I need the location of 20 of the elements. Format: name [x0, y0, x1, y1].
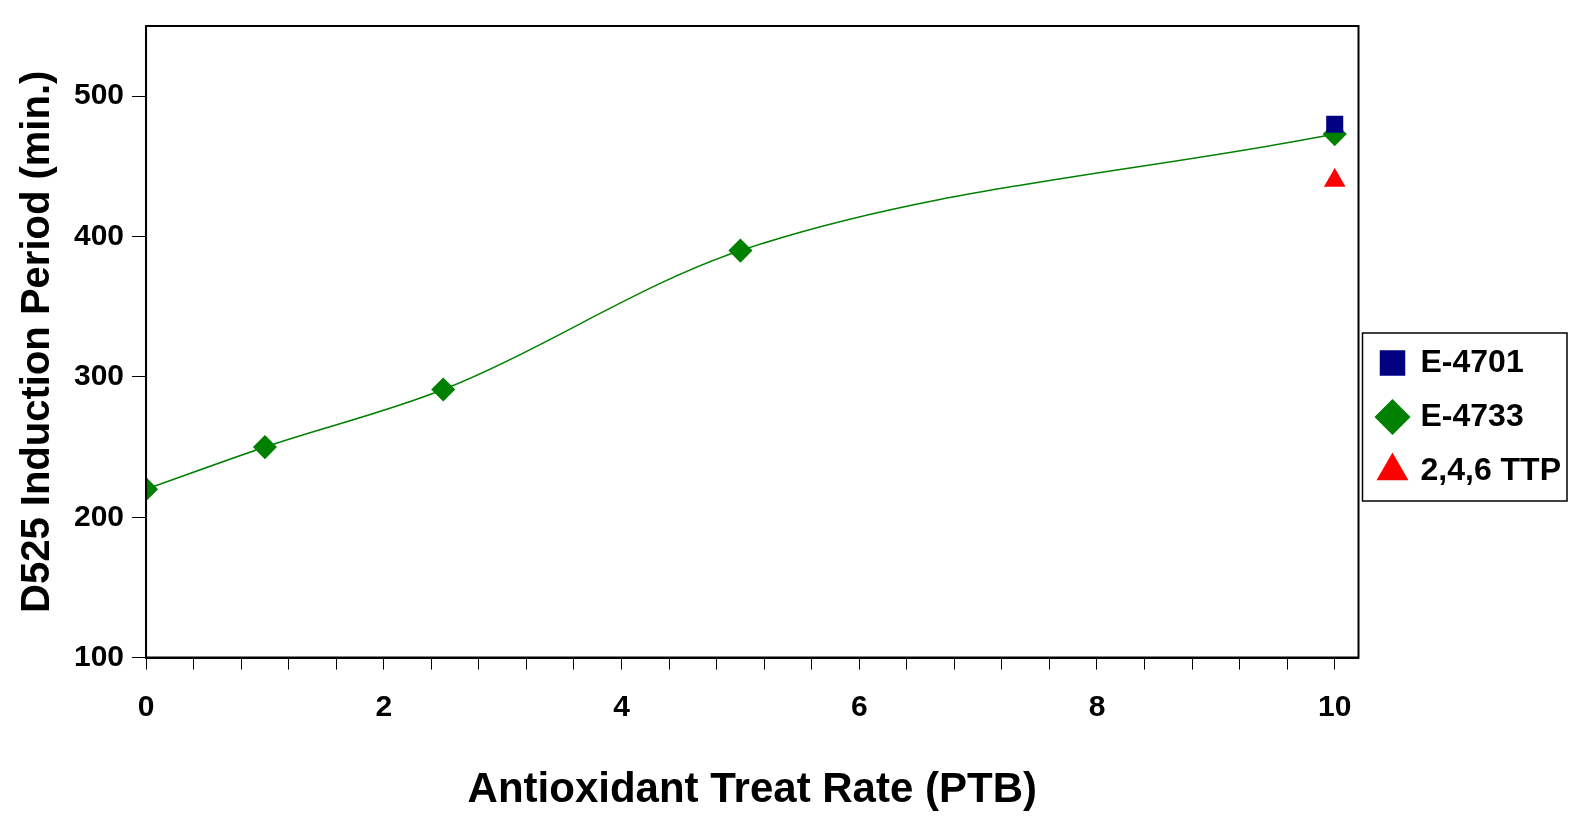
point: [1326, 115, 1344, 133]
y-tick-label: 100: [73, 638, 125, 672]
x-tick-label: 10: [1318, 688, 1352, 722]
legend-label: 2,4,6 TTP: [1420, 450, 1561, 487]
x-tick-label: 0: [137, 688, 155, 722]
y-axis-title: D525 Induction Period (min.): [13, 70, 58, 613]
x-tick-label: 2: [375, 688, 393, 722]
point: [431, 377, 455, 402]
point: [253, 435, 277, 459]
y-tick-label: 200: [73, 498, 125, 532]
x-tick-label: 4: [613, 688, 631, 722]
point: [728, 238, 753, 263]
x-tick-label: 6: [850, 688, 868, 722]
y-tick-label: 500: [73, 77, 125, 111]
y-tick-label: 300: [73, 358, 125, 392]
legend-label: E-4733: [1420, 396, 1524, 433]
y-tick-label: 400: [73, 217, 125, 251]
x-tick-label: 8: [1088, 688, 1106, 722]
legend-label: E-4701: [1420, 342, 1524, 379]
x-axis-title: Antioxidant Treat Rate (PTB): [467, 764, 1037, 812]
